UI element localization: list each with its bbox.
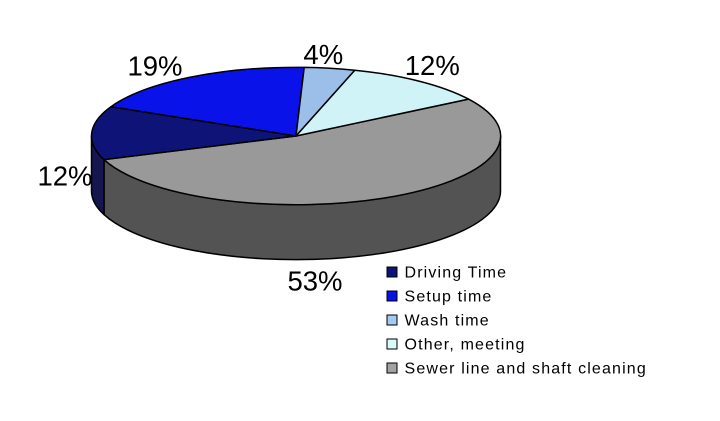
svg-text:Driving Time: Driving Time (405, 264, 508, 281)
svg-text:Wash time: Wash time (405, 313, 490, 330)
svg-text:Setup time: Setup time (405, 288, 493, 305)
svg-text:Sewer line and shaft cleaning: Sewer line and shaft cleaning (405, 360, 647, 377)
svg-text:12%: 12% (405, 50, 460, 81)
svg-text:53%: 53% (287, 266, 342, 297)
svg-text:12%: 12% (37, 161, 92, 192)
svg-text:19%: 19% (127, 50, 182, 81)
svg-text:Other, meeting: Other, meeting (405, 336, 526, 353)
svg-text:4%: 4% (303, 39, 343, 70)
